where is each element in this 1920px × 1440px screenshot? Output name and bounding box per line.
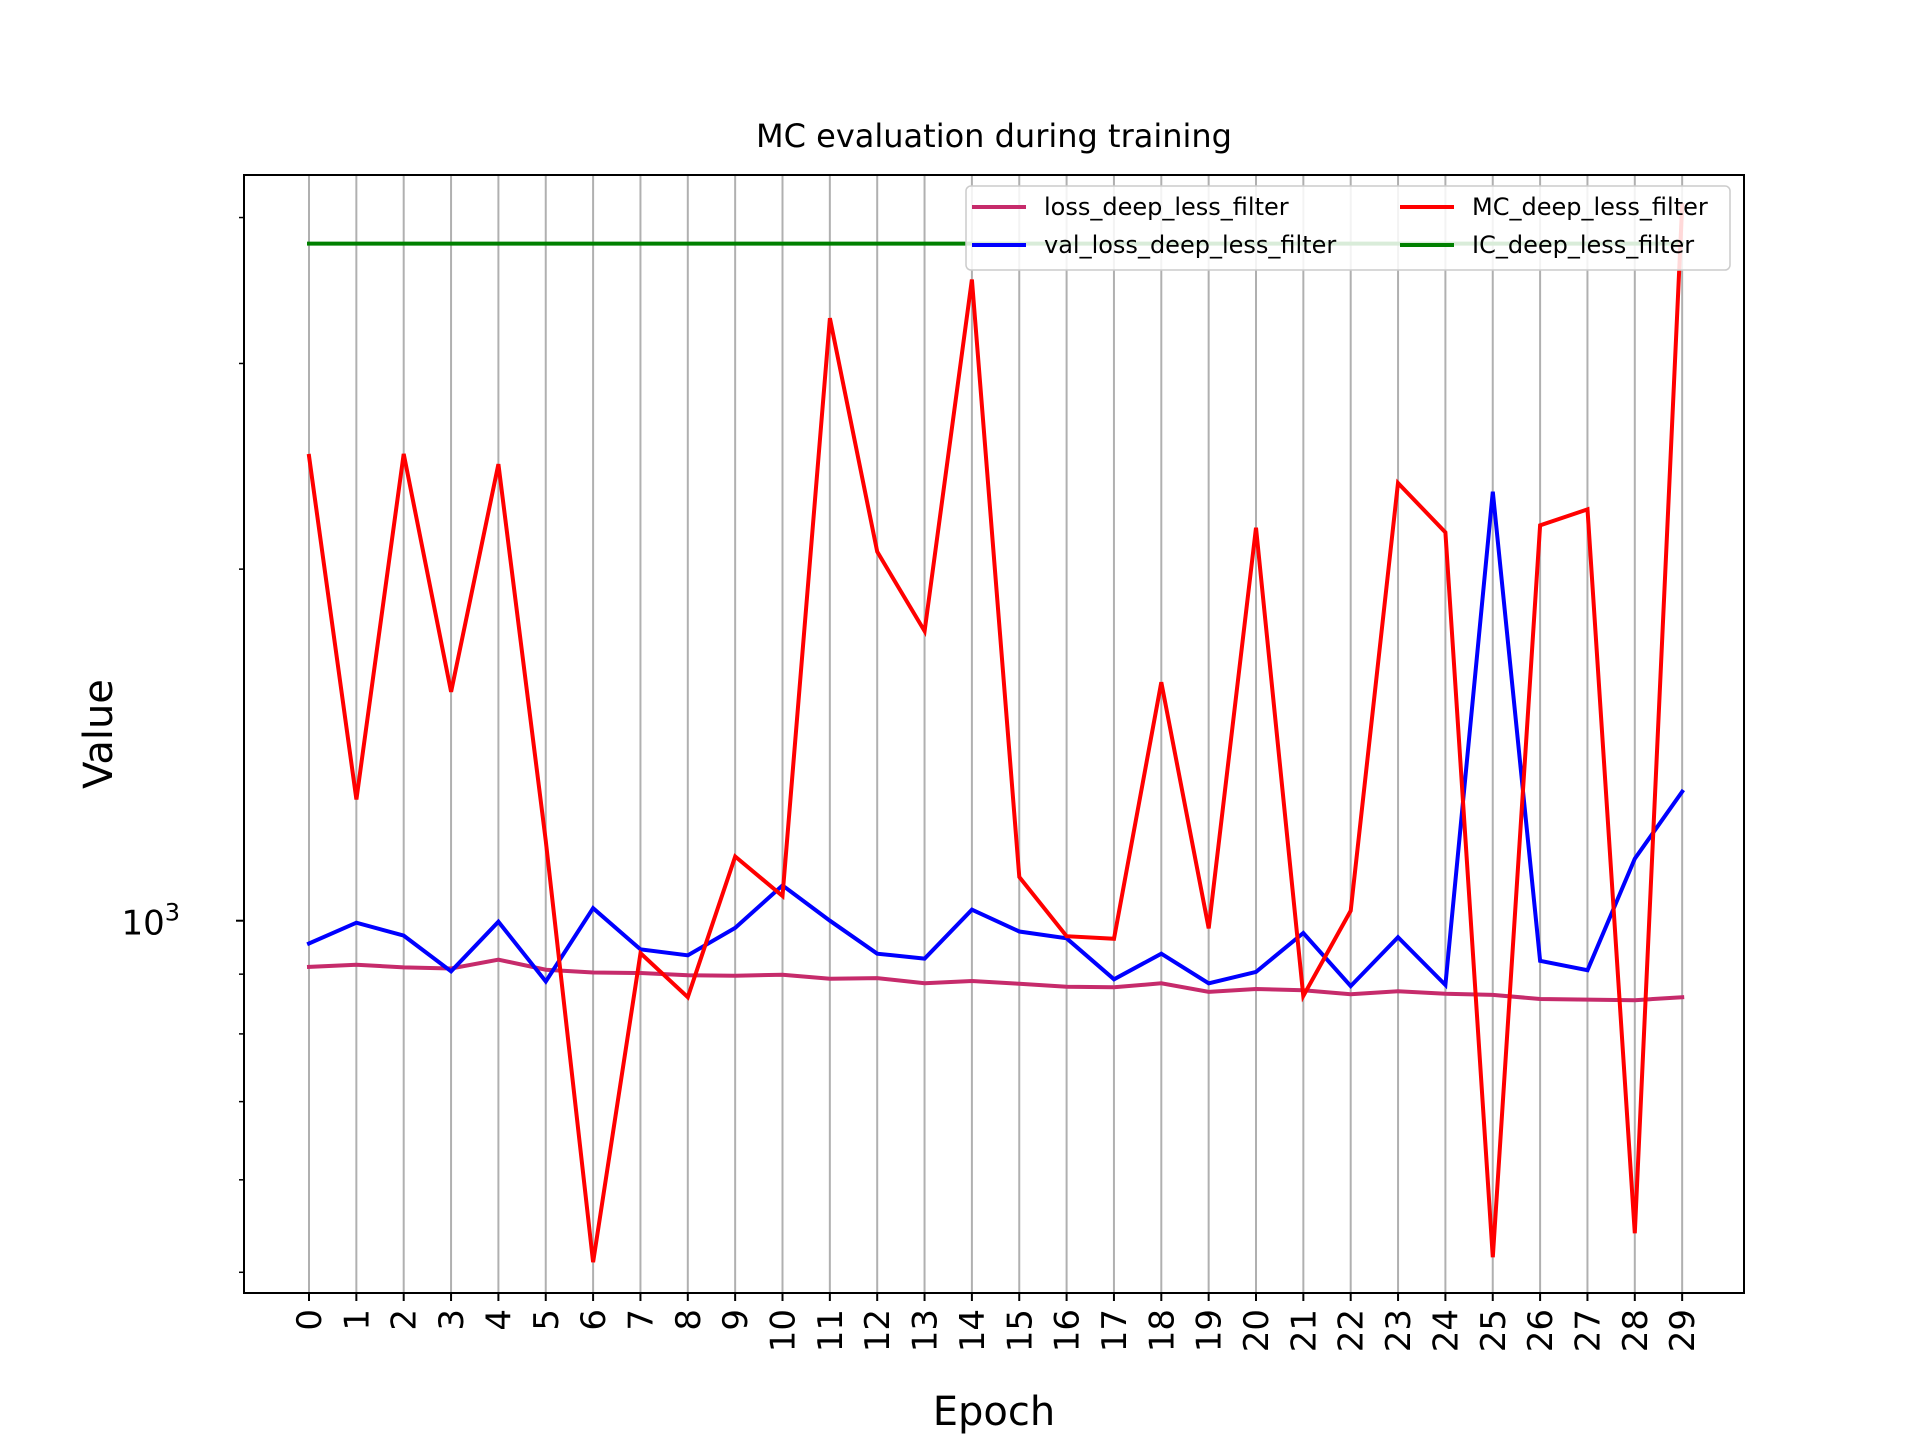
- x-tick-label: 24: [1426, 1309, 1466, 1352]
- legend-label: loss_deep_less_filter: [1044, 193, 1289, 221]
- x-tick-label: 5: [527, 1309, 567, 1331]
- legend-item-val-loss: val_loss_deep_less_filter: [972, 231, 1336, 259]
- x-tick-label: 0: [290, 1309, 330, 1331]
- legend: loss_deep_less_filter val_loss_deep_less…: [965, 185, 1731, 271]
- x-tick-label: 27: [1568, 1309, 1608, 1352]
- x-tick-label: 1: [337, 1309, 377, 1331]
- x-tick-label: 13: [906, 1309, 946, 1352]
- x-tick-label: 25: [1474, 1309, 1514, 1352]
- legend-label: IC_deep_less_filter: [1472, 231, 1694, 259]
- x-tick-label: 15: [1000, 1309, 1040, 1352]
- x-tick-label: 8: [669, 1309, 709, 1331]
- x-tick-label: 6: [574, 1309, 614, 1331]
- x-tick-label: 22: [1332, 1309, 1372, 1352]
- legend-label: MC_deep_less_filter: [1472, 193, 1708, 221]
- x-tick-label: 14: [953, 1309, 993, 1352]
- x-tick-label: 10: [764, 1309, 804, 1352]
- x-tick-label: 23: [1379, 1309, 1419, 1352]
- x-axis-label: Epoch: [933, 1389, 1055, 1435]
- x-tick-label: 21: [1284, 1309, 1324, 1352]
- x-tick-label: 7: [621, 1309, 661, 1331]
- chart-title: MC evaluation during training: [756, 117, 1232, 155]
- legend-item-loss: loss_deep_less_filter: [972, 193, 1289, 221]
- x-tick-label: 16: [1048, 1309, 1088, 1352]
- legend-item-ic: IC_deep_less_filter: [1400, 231, 1694, 259]
- legend-item-mc: MC_deep_less_filter: [1400, 193, 1708, 221]
- x-tick-label: 9: [716, 1309, 756, 1331]
- x-tick-label: 2: [385, 1309, 425, 1331]
- x-tick-label: 26: [1521, 1309, 1561, 1352]
- y-axis-label: Value: [76, 679, 122, 789]
- y-tick-label: 103: [121, 899, 180, 944]
- x-axis-ticks: 0 1 2 3 4 5 6 7 8 9 10 11 12 13 14 15 16 17 18 19 20 21 22 23 24…: [290, 1293, 1703, 1352]
- series-line-val-loss-deep-less-filter: [306, 491, 1685, 990]
- gridlines: [308, 175, 1684, 1293]
- x-tick-label: 11: [811, 1309, 851, 1352]
- x-tick-label: 28: [1616, 1309, 1656, 1352]
- plot-area-frame: [243, 174, 1745, 1294]
- x-tick-label: 17: [1095, 1309, 1135, 1352]
- y-major-tick: 103: [121, 899, 244, 944]
- x-tick-label: 29: [1663, 1309, 1703, 1352]
- x-tick-label: 4: [479, 1309, 519, 1331]
- y-tick-exponent: 3: [165, 899, 180, 927]
- series-line-loss-deep-less-filter: [306, 957, 1685, 1003]
- x-tick-label: 19: [1190, 1309, 1230, 1352]
- legend-box: [965, 185, 1731, 271]
- y-tick-base: 10: [121, 904, 164, 944]
- x-tick-label: 12: [858, 1309, 898, 1352]
- x-tick-label: 18: [1142, 1309, 1182, 1352]
- legend-label: val_loss_deep_less_filter: [1044, 231, 1336, 259]
- series-line-MC-deep-less-filter: [306, 202, 1685, 1263]
- x-tick-label: 20: [1237, 1309, 1277, 1352]
- x-tick-label: 3: [432, 1309, 472, 1331]
